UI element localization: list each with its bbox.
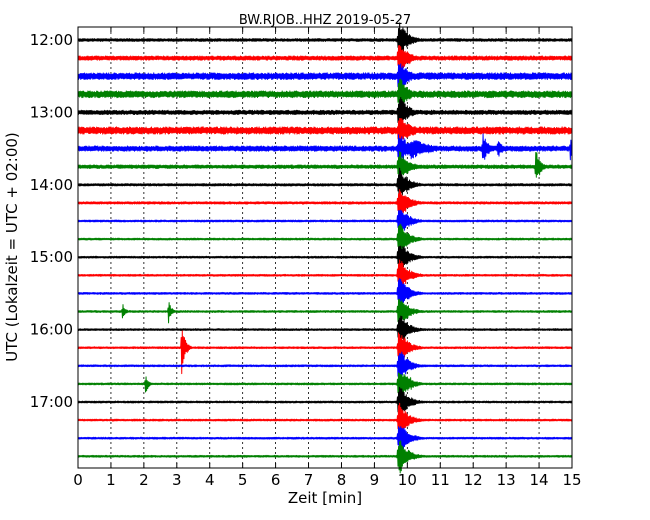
seismic-trace <box>77 315 573 347</box>
seismic-trace <box>77 351 573 385</box>
x-tick-label: 10 <box>398 471 417 489</box>
seismic-trace <box>77 189 573 218</box>
x-tick-label: 7 <box>304 471 314 489</box>
x-tick-label: 14 <box>530 471 549 489</box>
x-tick-label: 8 <box>337 471 347 489</box>
x-tick-label: 11 <box>431 471 450 489</box>
seismic-trace <box>77 45 573 74</box>
seismic-trace <box>77 209 573 238</box>
x-axis-ticks: 0 1 2 3 4 5 6 7 8 9 10 11 12 13 14 15 <box>73 27 582 489</box>
x-axis-label: Zeit [min] <box>288 489 362 507</box>
seismic-trace <box>77 386 573 420</box>
seismic-trace <box>77 22 573 60</box>
y-tick-label: 12:00 <box>30 31 73 49</box>
seismic-trace <box>77 402 573 436</box>
seismic-traces <box>77 22 573 474</box>
seismic-trace <box>77 245 573 272</box>
seismic-trace <box>77 223 573 255</box>
seismic-trace <box>77 440 573 474</box>
seismic-trace <box>77 278 573 309</box>
plot-frame <box>77 26 573 469</box>
seismic-trace <box>77 426 573 455</box>
x-tick-label: 2 <box>139 471 149 489</box>
seismic-trace <box>77 259 573 295</box>
x-tick-label: 0 <box>73 471 83 489</box>
seismic-trace <box>77 78 573 111</box>
seismic-trace <box>77 372 573 400</box>
x-tick-label: 13 <box>497 471 516 489</box>
seismic-trace <box>77 167 573 204</box>
x-tick-label: 5 <box>238 471 248 489</box>
seismic-trace <box>77 133 573 162</box>
y-tick-label: 15:00 <box>30 248 73 266</box>
seismic-trace <box>77 151 573 183</box>
seismic-trace <box>77 330 573 375</box>
x-tick-label: 15 <box>562 471 581 489</box>
y-tick-label: 14:00 <box>30 176 73 194</box>
seismic-trace <box>77 63 573 92</box>
y-tick-label: 16:00 <box>30 321 73 339</box>
x-tick-label: 9 <box>370 471 380 489</box>
y-axis-label: UTC (Lokalzeit = UTC + 02:00) <box>3 132 21 362</box>
chart-title: BW.RJOB..HHZ 2019-05-27 <box>239 13 411 28</box>
seismic-trace <box>77 298 573 330</box>
x-tick-label: 3 <box>172 471 182 489</box>
seismic-trace <box>77 97 573 130</box>
x-tick-label: 6 <box>271 471 281 489</box>
seismic-trace <box>77 117 573 146</box>
x-tick-label: 1 <box>106 471 116 489</box>
x-tick-label: 12 <box>464 471 483 489</box>
y-tick-label: 17:00 <box>30 393 73 411</box>
x-tick-label: 4 <box>205 471 215 489</box>
y-tick-label: 13:00 <box>30 103 73 121</box>
y-axis-ticks: 12:00 13:00 14:00 15:00 16:00 17:00 <box>30 31 572 411</box>
